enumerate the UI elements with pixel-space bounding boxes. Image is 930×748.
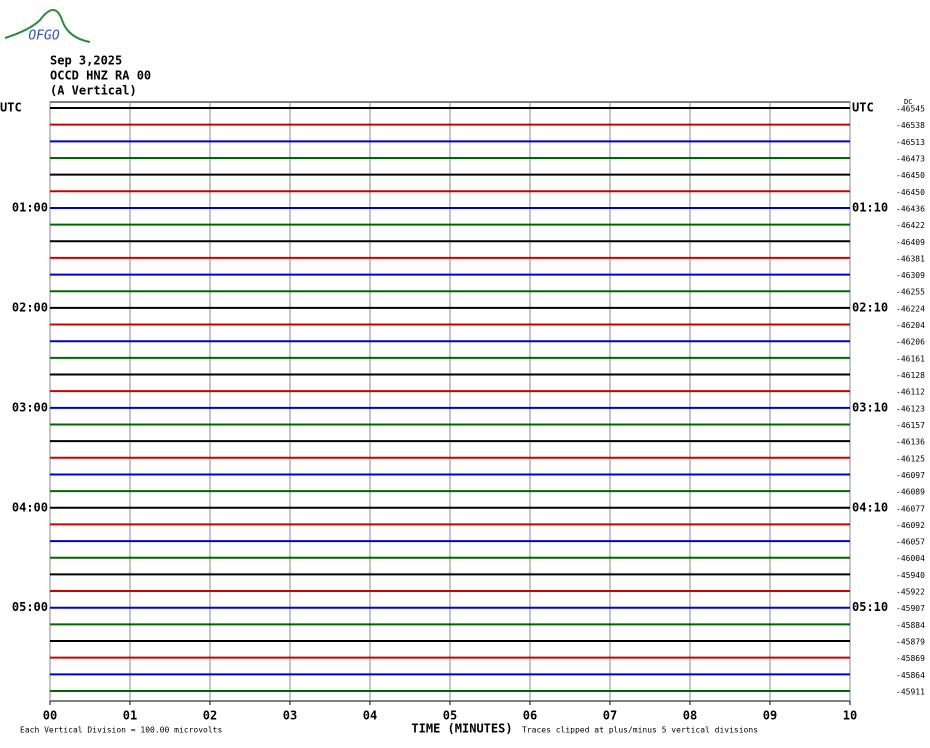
logo-text: OFGO — [28, 29, 59, 44]
title: Sep 3,2025 — [50, 54, 122, 68]
x-tick-label: 07 — [603, 709, 617, 723]
offset-label: -45940 — [896, 571, 925, 580]
x-tick-label: 03 — [283, 709, 297, 723]
offset-label: -46057 — [896, 538, 925, 547]
x-tick-label: 01 — [123, 709, 137, 723]
offset-label: -45879 — [896, 638, 925, 647]
offset-label: -46206 — [896, 338, 925, 347]
offset-label: -46089 — [896, 488, 925, 497]
offset-label: -46513 — [896, 138, 925, 147]
offset-label: -46450 — [896, 171, 925, 180]
offset-label: -46004 — [896, 554, 925, 563]
offset-label: -45911 — [896, 688, 925, 697]
offset-label: -46255 — [896, 288, 925, 297]
time-label-left: 04:00 — [12, 500, 48, 514]
time-label-left: 05:00 — [12, 600, 48, 614]
offset-label: -45864 — [896, 671, 925, 680]
offset-label: -46204 — [896, 321, 925, 330]
offset-label: -46436 — [896, 204, 925, 213]
offset-label: -46097 — [896, 471, 925, 480]
offset-label: -46161 — [896, 354, 925, 363]
subtitle: OCCD HNZ RA 00 — [50, 69, 151, 83]
offset-label: -45884 — [896, 621, 925, 630]
offset-label: -46125 — [896, 454, 925, 463]
time-label-left: 01:00 — [12, 200, 48, 214]
x-tick-label: 09 — [763, 709, 777, 723]
time-label-left: 03:00 — [12, 400, 48, 414]
offset-label: -46473 — [896, 154, 925, 163]
offset-label: -46112 — [896, 388, 925, 397]
time-label-right: 05:10 — [852, 600, 888, 614]
x-tick-label: 04 — [363, 709, 377, 723]
x-tick-label: 08 — [683, 709, 697, 723]
offset-label: -45922 — [896, 588, 925, 597]
x-axis-label: TIME (MINUTES) — [411, 722, 512, 736]
time-label-left: UTC — [0, 101, 22, 115]
scale-note: Each Vertical Division = 100.00 microvol… — [20, 726, 222, 735]
time-label-right: 04:10 — [852, 500, 888, 514]
time-label-left: 02:00 — [12, 300, 48, 314]
clip-note: Traces clipped at plus/minus 5 vertical … — [522, 726, 758, 735]
offset-label: -46538 — [896, 121, 925, 130]
x-tick-label: 00 — [43, 709, 57, 723]
x-tick-label: 05 — [443, 709, 457, 723]
x-tick-label: 02 — [203, 709, 217, 723]
component: (A Vertical) — [50, 84, 137, 98]
offset-label: -46224 — [896, 304, 925, 313]
offset-header: DC — [904, 98, 912, 106]
offset-label: -45869 — [896, 654, 925, 663]
offset-label: -46136 — [896, 438, 925, 447]
offset-label: -46450 — [896, 188, 925, 197]
time-label-right: 03:10 — [852, 400, 888, 414]
logo: OFGO — [4, 9, 91, 44]
offset-label: -46157 — [896, 421, 925, 430]
time-label-right: 02:10 — [852, 300, 888, 314]
offset-label: -46545 — [896, 105, 925, 114]
offset-label: -46409 — [896, 238, 925, 247]
offset-label: -46077 — [896, 504, 925, 513]
offset-label: -46309 — [896, 271, 925, 280]
time-label-right: 01:10 — [852, 200, 888, 214]
offset-label: -45907 — [896, 604, 925, 613]
offset-label: -46422 — [896, 221, 925, 230]
time-label-right: UTC — [852, 101, 874, 115]
offset-label: -46128 — [896, 371, 925, 380]
logo-swoosh — [4, 9, 91, 43]
x-tick-label: 10 — [843, 709, 857, 723]
offset-label: -46092 — [896, 521, 925, 530]
x-tick-label: 06 — [523, 709, 537, 723]
offset-label: -46381 — [896, 254, 925, 263]
offset-label: -46123 — [896, 404, 925, 413]
